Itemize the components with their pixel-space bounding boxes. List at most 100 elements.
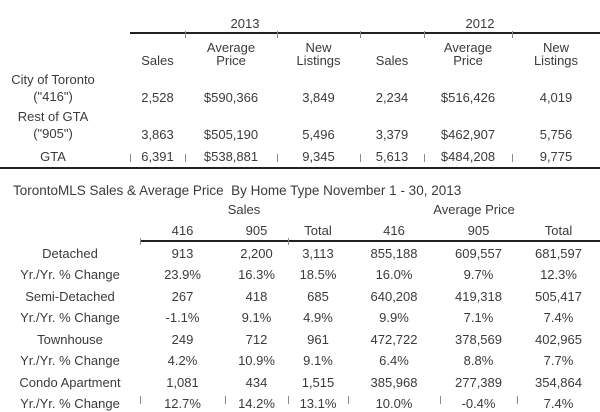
column-tick — [512, 31, 513, 38]
column-header: Sales — [130, 33, 185, 69]
column-tick — [360, 31, 361, 38]
region-label: Rest of GTA ("905") — [0, 107, 130, 144]
gta-summary-table: 2013 2012 Sales Average Price New Listin… — [0, 12, 600, 169]
cell: 3,863 — [141, 127, 174, 142]
column-tick — [140, 238, 141, 245]
year-2013-header: 2013 — [130, 12, 360, 34]
row-label-blank-cell — [0, 201, 140, 217]
cell: 7.4% — [543, 396, 574, 411]
home-type-label: Condo Apartment — [19, 374, 121, 390]
column-header-label: Average Price — [443, 39, 493, 68]
cell: $590,366 — [203, 90, 259, 105]
home-type-table-title: TorontoMLS Sales & Average Price By Home… — [13, 183, 462, 198]
cell: 681,597 — [535, 245, 582, 261]
cell: 3,113 — [302, 245, 334, 261]
column-header-label: New Listings — [533, 39, 579, 68]
cell: 5,613 — [375, 149, 409, 164]
column-header: 905 — [440, 217, 517, 242]
column-tick — [130, 154, 131, 162]
cell: 913 — [171, 245, 194, 261]
column-tick — [348, 396, 349, 404]
cell: 249 — [171, 331, 194, 347]
cell: -0.4% — [461, 396, 496, 411]
home-type-label: Detached — [42, 245, 98, 261]
cell: 640,208 — [370, 288, 418, 304]
cell: 10.9% — [238, 353, 275, 368]
column-header: 416 — [348, 217, 440, 242]
cell: 5,756 — [539, 127, 573, 142]
column-tick — [277, 154, 278, 162]
table-row-rest-of-gta: Rest of GTA ("905") 3,863 $505,190 5,496… — [0, 107, 600, 144]
cell: 434 — [245, 374, 268, 390]
table-row-condo-apartment: Condo Apartment 1,081 434 1,515 385,968 … — [0, 371, 600, 393]
cell: 418 — [245, 288, 268, 304]
cell: 23.9% — [164, 267, 201, 282]
column-header: New Listings — [512, 33, 600, 69]
cell: 9.1% — [241, 310, 272, 325]
column-header: Average Price — [185, 33, 277, 69]
home-type-label: Townhouse — [37, 331, 103, 347]
yoy-change-label: Yr./Yr. % Change — [20, 267, 120, 282]
home-type-label: Semi-Detached — [25, 288, 115, 304]
cell: 7.4% — [543, 310, 574, 325]
cell: 7.7% — [543, 353, 574, 368]
table-row-detached: Detached 913 2,200 3,113 855,188 609,557… — [0, 241, 600, 264]
row-label-blank-cell — [0, 217, 140, 241]
cell: 14.2% — [238, 396, 275, 411]
cell: 4,019 — [539, 90, 573, 105]
year-header-row: 2013 2012 — [0, 12, 600, 34]
column-header-label: Sales — [375, 53, 409, 68]
cell: 10.0% — [375, 396, 413, 411]
region-label: City of Toronto ("416") — [0, 69, 130, 107]
cell: 1,515 — [301, 374, 335, 390]
yoy-change-label: Yr./Yr. % Change — [20, 396, 120, 411]
cell: $516,426 — [440, 90, 496, 105]
table-row-yoy-change: Yr./Yr. % Change 4.2% 10.9% 9.1% 6.4% 8.… — [0, 350, 600, 372]
table-row-yoy-change: Yr./Yr. % Change -1.1% 9.1% 4.9% 9.9% 7.… — [0, 307, 600, 329]
cell: $462,907 — [440, 127, 496, 142]
cell: 9.1% — [303, 353, 333, 368]
column-tick — [440, 396, 441, 404]
cell: 2,200 — [240, 245, 273, 261]
cell: 419,318 — [455, 288, 502, 304]
region-code: ("905") — [33, 125, 73, 141]
row-label-blank-cell — [0, 33, 130, 69]
cell: 1,081 — [166, 374, 199, 390]
cell: 472,722 — [370, 331, 418, 347]
column-header: New Listings — [277, 33, 360, 69]
yoy-change-label: Yr./Yr. % Change — [20, 353, 120, 368]
column-tick — [424, 31, 425, 38]
column-header-label: New Listings — [296, 39, 341, 68]
region-code: ("416") — [33, 88, 73, 104]
cell: $505,190 — [203, 127, 259, 142]
group-header-row: Sales Average Price — [0, 201, 600, 217]
column-tick — [225, 396, 226, 404]
column-tick — [185, 154, 186, 162]
cell: 385,968 — [370, 374, 418, 390]
average-price-group-header: Average Price — [433, 202, 515, 217]
cell: 18.5% — [299, 267, 337, 282]
column-tick — [140, 396, 141, 404]
column-tick — [288, 238, 289, 245]
table-row-semi-detached: Semi-Detached 267 418 685 640,208 419,31… — [0, 285, 600, 307]
cell: 277,389 — [455, 374, 502, 390]
year-2012-header: 2012 — [360, 12, 600, 34]
cell: 2,234 — [375, 90, 409, 105]
table-row-city-of-toronto: City of Toronto ("416") 2,528 $590,366 3… — [0, 69, 600, 107]
cell: 2,528 — [141, 90, 174, 105]
cell: 4.9% — [303, 310, 333, 325]
column-header: Total — [288, 217, 348, 242]
cell: 13.1% — [299, 396, 337, 411]
cell: 5,496 — [302, 127, 335, 142]
column-header-label: Average Price — [206, 39, 256, 68]
column-tick — [512, 154, 513, 162]
cell: 855,188 — [370, 245, 418, 261]
table-row-gta: GTA 6,391 $538,881 9,345 5,613 $484,208 … — [0, 144, 600, 168]
cell: 12.7% — [164, 396, 201, 411]
column-tick — [424, 154, 425, 162]
column-header: 416 — [140, 217, 225, 242]
column-tick — [185, 31, 186, 38]
column-tick — [277, 31, 278, 38]
cell: $484,208 — [440, 149, 496, 164]
